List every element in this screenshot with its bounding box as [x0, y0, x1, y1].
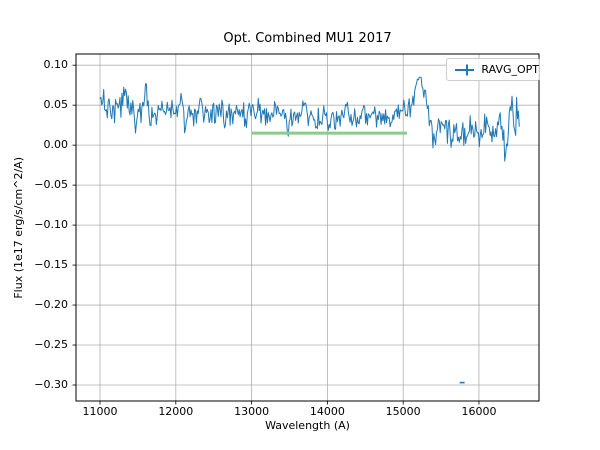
x-tick-label: 13000 — [234, 405, 270, 418]
x-tick-label: 15000 — [385, 405, 421, 418]
y-tick-label: 0.10 — [43, 58, 69, 72]
y-tick-label: −0.10 — [34, 218, 68, 232]
y-tick-label: 0.05 — [43, 98, 69, 112]
y-tick-label: 0.00 — [43, 138, 69, 152]
x-tick-label: 14000 — [309, 405, 345, 418]
legend-label: RAVG_OPT — [481, 63, 539, 76]
y-axis-label-wrap: Flux (1e17 erg/s/cm^2/A) — [10, 54, 26, 401]
legend: RAVG_OPT — [446, 58, 540, 81]
y-tick-label: −0.25 — [34, 338, 68, 352]
y-tick-label: −0.05 — [34, 178, 68, 192]
legend-errorbar-icon — [455, 64, 475, 75]
y-axis-label: Flux (1e17 erg/s/cm^2/A) — [11, 156, 25, 299]
x-tick-label: 12000 — [158, 405, 194, 418]
x-tick-label: 16000 — [461, 405, 497, 418]
y-tick-label: −0.30 — [34, 378, 68, 391]
x-axis-label: Wavelength (A) — [265, 419, 350, 432]
x-tick-label: 11000 — [82, 405, 118, 418]
y-tick-label: −0.20 — [34, 298, 68, 312]
plot-title: Opt. Combined MU1 2017 — [223, 31, 392, 46]
y-tick-label: −0.15 — [34, 258, 68, 272]
